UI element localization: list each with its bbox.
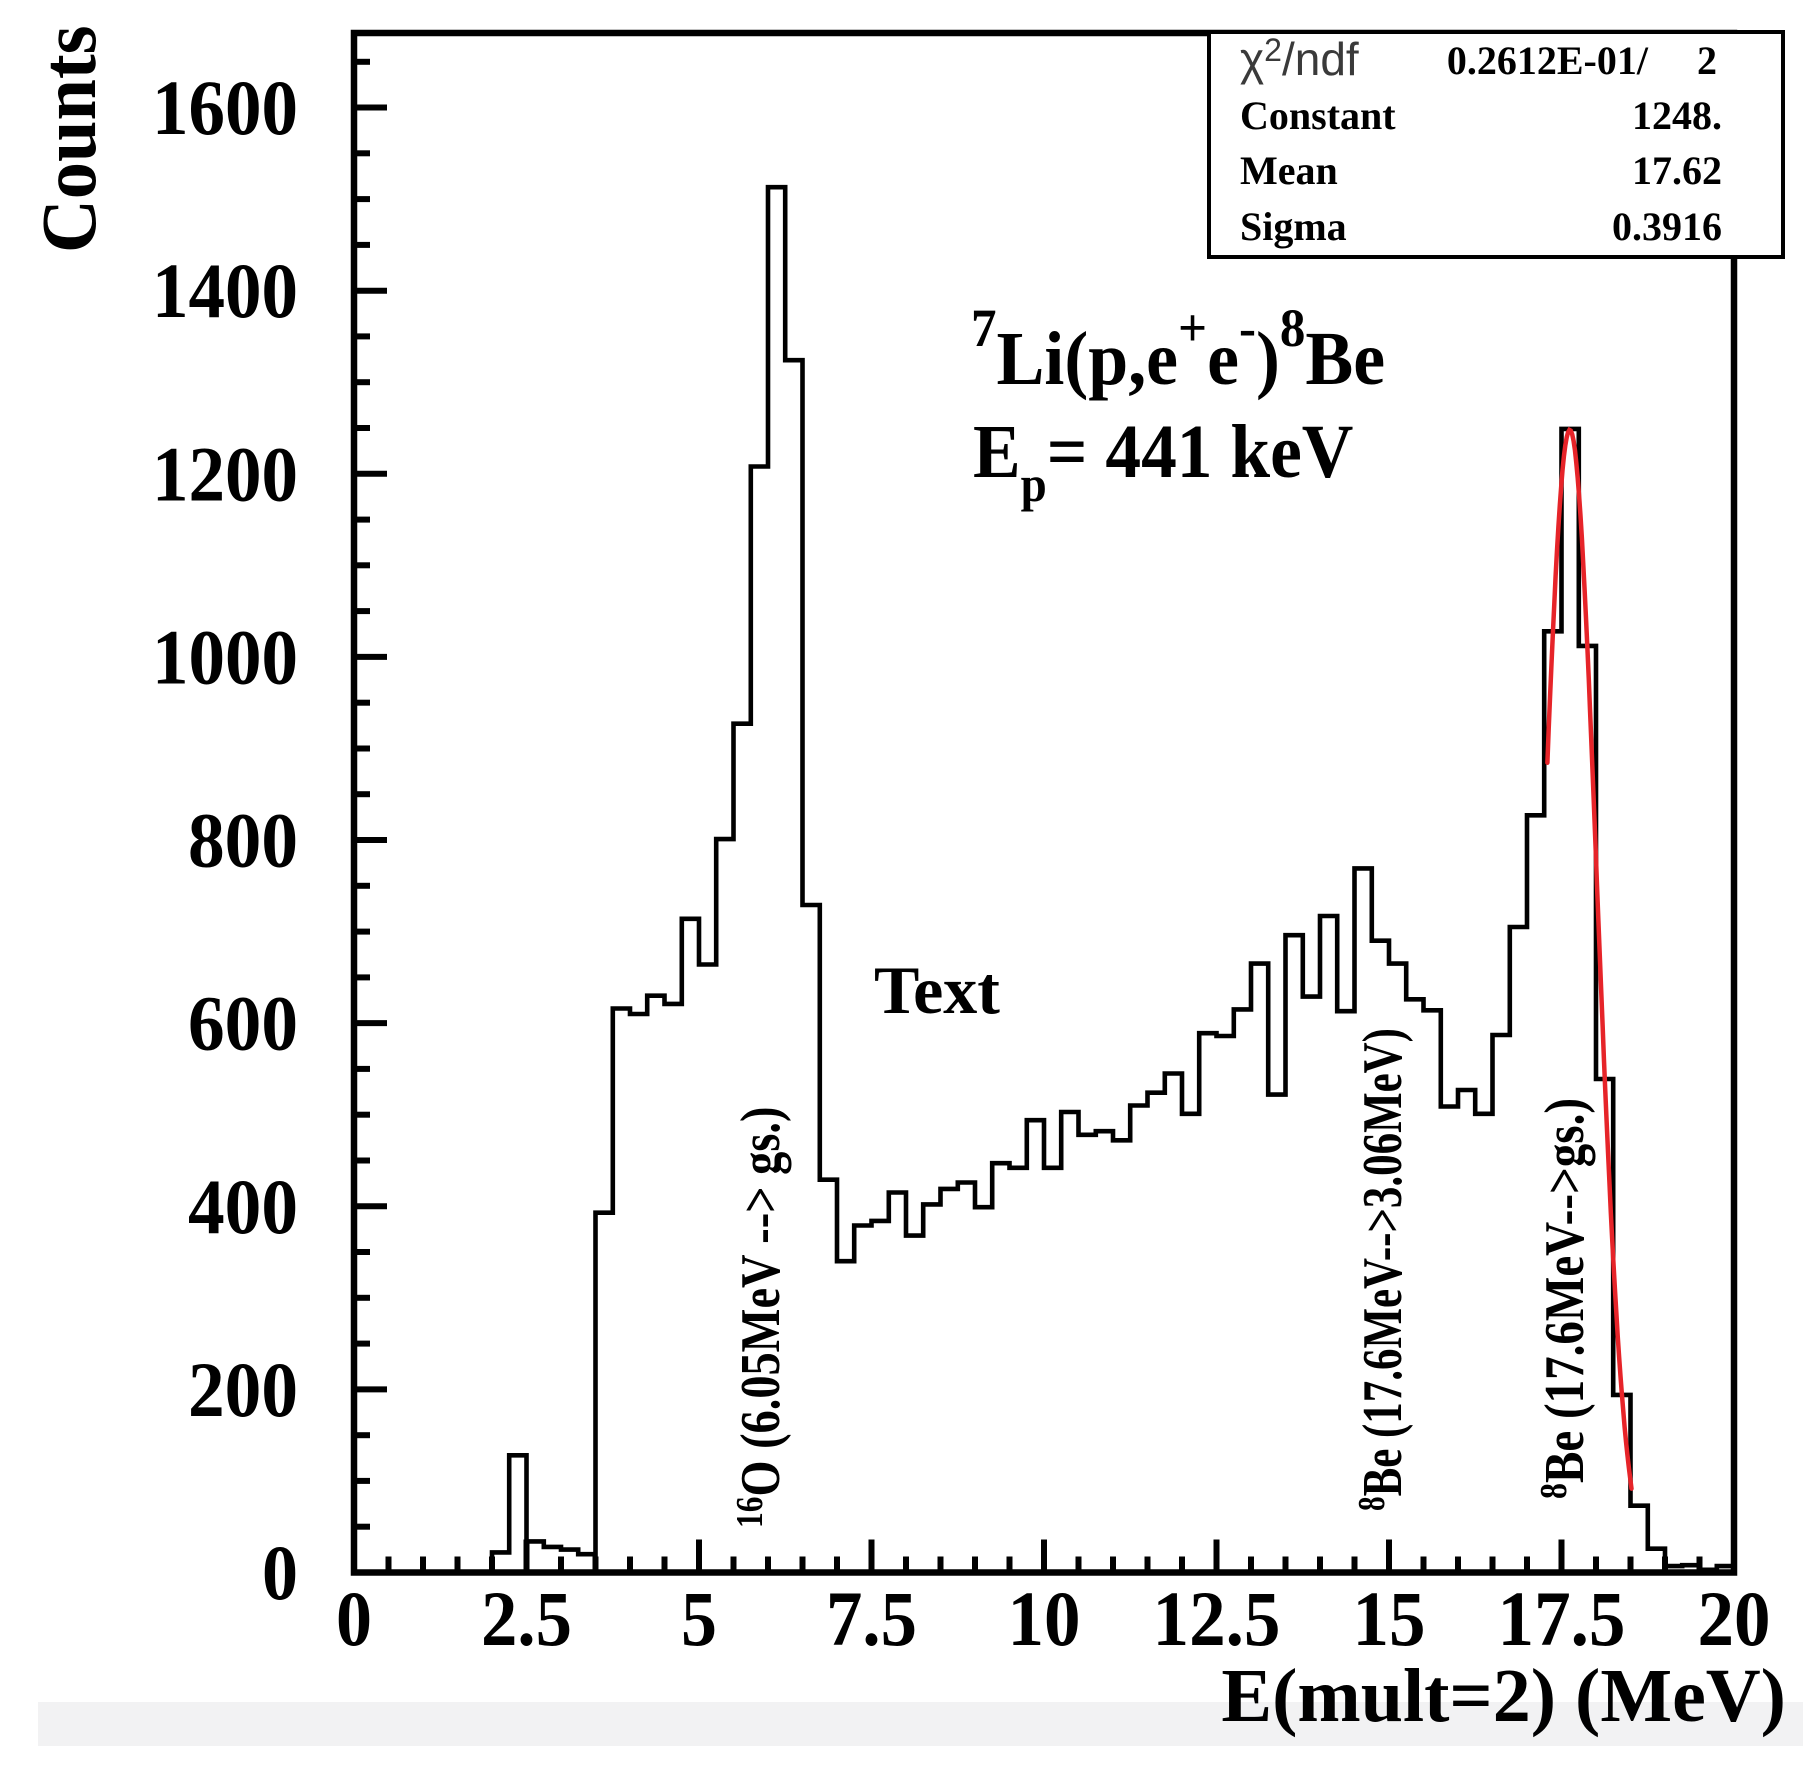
svg-text:17.5: 17.5 <box>1498 1575 1626 1662</box>
svg-text:0.2612E-01/: 0.2612E-01/ <box>1447 38 1649 83</box>
svg-text:600: 600 <box>188 980 298 1067</box>
svg-text:7Li(p,e+e-)8Be: 7Li(p,e+e-)8Be <box>971 299 1385 401</box>
svg-text:200: 200 <box>188 1346 298 1433</box>
svg-text:E(mult=2) (MeV): E(mult=2) (MeV) <box>1221 1654 1786 1738</box>
svg-text:400: 400 <box>188 1163 298 1250</box>
svg-text:Ep= 441 keV: Ep= 441 keV <box>973 409 1353 512</box>
svg-text:1248.: 1248. <box>1632 93 1722 138</box>
svg-text:Mean: Mean <box>1240 148 1338 193</box>
svg-text:17.62: 17.62 <box>1632 148 1722 193</box>
svg-text:5: 5 <box>681 1575 717 1662</box>
svg-text:16O (6.05MeV --> gs.): 16O (6.05MeV --> gs.) <box>728 1107 792 1528</box>
svg-text:0: 0 <box>336 1575 372 1662</box>
svg-text:Constant: Constant <box>1240 93 1396 138</box>
svg-text:10: 10 <box>1008 1575 1081 1662</box>
svg-text:20: 20 <box>1698 1575 1771 1662</box>
svg-text:12.5: 12.5 <box>1153 1575 1281 1662</box>
svg-text:1400: 1400 <box>152 247 298 334</box>
svg-text:0.3916: 0.3916 <box>1612 204 1722 249</box>
svg-text:Counts: Counts <box>26 25 112 253</box>
svg-text:8Be (17.6MeV-->gs.): 8Be (17.6MeV-->gs.) <box>1532 1098 1596 1499</box>
svg-text:2.5: 2.5 <box>481 1575 572 1662</box>
svg-text:1200: 1200 <box>152 430 298 517</box>
svg-text:Sigma: Sigma <box>1240 204 1347 249</box>
svg-text:2: 2 <box>1697 38 1717 83</box>
svg-text:1000: 1000 <box>152 613 298 700</box>
svg-text:8Be (17.6MeV-->3.06MeV): 8Be (17.6MeV-->3.06MeV) <box>1351 1028 1413 1511</box>
svg-text:Text: Text <box>874 952 1000 1028</box>
svg-text:χ2/ndf: χ2/ndf <box>1240 32 1359 85</box>
svg-text:800: 800 <box>188 797 298 884</box>
svg-text:0: 0 <box>262 1529 298 1616</box>
svg-text:15: 15 <box>1353 1575 1426 1662</box>
svg-text:1600: 1600 <box>152 64 298 151</box>
svg-text:7.5: 7.5 <box>826 1575 917 1662</box>
